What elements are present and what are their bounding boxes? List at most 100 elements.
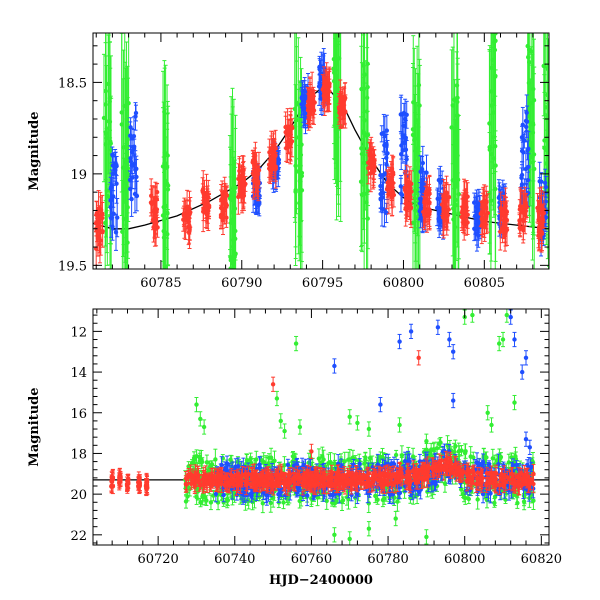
top-series-1-point	[382, 143, 387, 148]
top-series-1-point	[132, 191, 138, 197]
top-series-1-point	[543, 199, 548, 204]
top-series-1-point	[403, 147, 409, 152]
top-series-0-point	[97, 230, 103, 235]
top-series-2-point	[119, 110, 124, 115]
top-series-2-point	[410, 127, 416, 132]
top-data-layer	[93, 33, 549, 269]
top-series-2-point	[415, 152, 420, 157]
top-series-1-point	[476, 233, 481, 238]
top-series-0-point	[336, 106, 342, 112]
top-series-0-point	[324, 89, 330, 95]
top-y-tick-label: 19	[70, 168, 87, 183]
top-x-tick-label: 60800	[383, 276, 424, 291]
top-series-0-point	[523, 204, 528, 209]
top-series-1-point	[384, 128, 389, 133]
top-series-0-point	[504, 227, 510, 232]
top-series-2-point	[161, 235, 167, 240]
top-series-0-point	[237, 173, 242, 179]
top-series-0-point	[267, 166, 272, 171]
top-series-0-point	[445, 213, 450, 218]
top-series-2-point	[121, 145, 126, 150]
top-series-1-point	[523, 166, 529, 172]
top-series-0-point	[311, 99, 316, 105]
top-series-1-point	[300, 96, 305, 101]
top-series-2-point	[451, 217, 456, 222]
top-series-2-point	[489, 103, 494, 108]
top-series-1-point	[418, 169, 423, 174]
top-series-1-point	[128, 133, 133, 138]
top-series-0-point	[149, 201, 154, 207]
top-series-0-point	[223, 192, 228, 197]
top-series-0	[93, 62, 547, 266]
top-y-tick-label: 19.5	[58, 259, 87, 274]
top-series-0-point	[308, 99, 313, 104]
top-series-1-point	[379, 131, 384, 136]
bottom-data-layer	[93, 309, 549, 545]
top-series-1-point	[519, 172, 525, 178]
top-series-2-point	[337, 56, 342, 61]
top-series-0-point	[310, 104, 315, 109]
top-series-2-point	[487, 191, 492, 196]
top-series-0-point	[205, 200, 210, 205]
top-series-0-point	[443, 198, 448, 203]
top-series-1-point	[108, 198, 113, 203]
bottom-panel: 60720 60740 60760 60780 60800 608201214161820…	[27, 308, 562, 588]
top-series-2-point	[545, 92, 549, 98]
top-series-2-point	[359, 192, 365, 198]
top-series-1-point	[112, 166, 118, 171]
top-series-2-point	[104, 135, 109, 141]
top-series-2-point	[493, 163, 498, 168]
top-series-2-point	[526, 80, 532, 86]
top-series-2-point	[299, 170, 305, 176]
top-series-1-point	[525, 148, 530, 153]
bottom-series-2-point	[490, 456, 495, 461]
top-series-0-point	[322, 95, 327, 100]
top-series-2-point	[165, 153, 170, 158]
top-series-0-point	[427, 191, 432, 196]
top-series-0-point	[97, 215, 102, 220]
top-series-2	[101, 33, 549, 269]
bottom-series-2-point	[330, 500, 335, 505]
top-x-tick-label: 60795	[302, 276, 343, 291]
top-frame	[92, 32, 550, 270]
top-series-0-point	[423, 199, 428, 205]
top-series-1-point	[129, 149, 135, 155]
top-series-0-point	[404, 182, 409, 187]
top-series-1-point	[399, 192, 405, 198]
top-series-0-point	[540, 212, 545, 217]
top-series-0-point	[204, 205, 209, 210]
bottom-series-2-point	[393, 452, 399, 458]
top-series-1-point	[384, 162, 389, 167]
top-series-1-point	[543, 180, 548, 186]
top-series-2-point	[103, 88, 108, 94]
top-series-0-point	[484, 212, 489, 217]
top-series-2-point	[101, 115, 107, 121]
top-series-0-point	[482, 224, 487, 230]
top-series-1-point	[378, 183, 383, 189]
top-series-2-point	[292, 106, 297, 112]
top-series-1-point	[129, 196, 134, 202]
top-series-2-point	[228, 258, 233, 263]
bottom-series-2-point	[492, 500, 497, 506]
top-series-1-point	[475, 203, 480, 209]
top-series-1-point	[317, 82, 323, 88]
top-series-0-point	[149, 193, 154, 198]
top-series-2-point	[412, 168, 418, 173]
top-series-0-point	[503, 203, 508, 209]
top-series-0-point	[539, 204, 544, 209]
top-series-1-point	[524, 119, 530, 124]
top-series-0-point	[182, 216, 187, 221]
top-series-1-point	[378, 197, 383, 202]
top-series-2-point	[232, 254, 237, 260]
top-series-0-point	[219, 197, 225, 202]
top-series-2-point	[450, 178, 455, 183]
top-series-1-point	[537, 179, 542, 184]
top-series-0-point	[446, 195, 452, 200]
top-series-2-point	[492, 47, 498, 53]
top-series-0-point	[370, 167, 376, 172]
top-series-2-point	[227, 196, 233, 201]
top-series-0-point	[478, 211, 483, 216]
top-series-1-point	[438, 180, 443, 185]
top-y-tick-label: 18.5	[58, 76, 87, 91]
